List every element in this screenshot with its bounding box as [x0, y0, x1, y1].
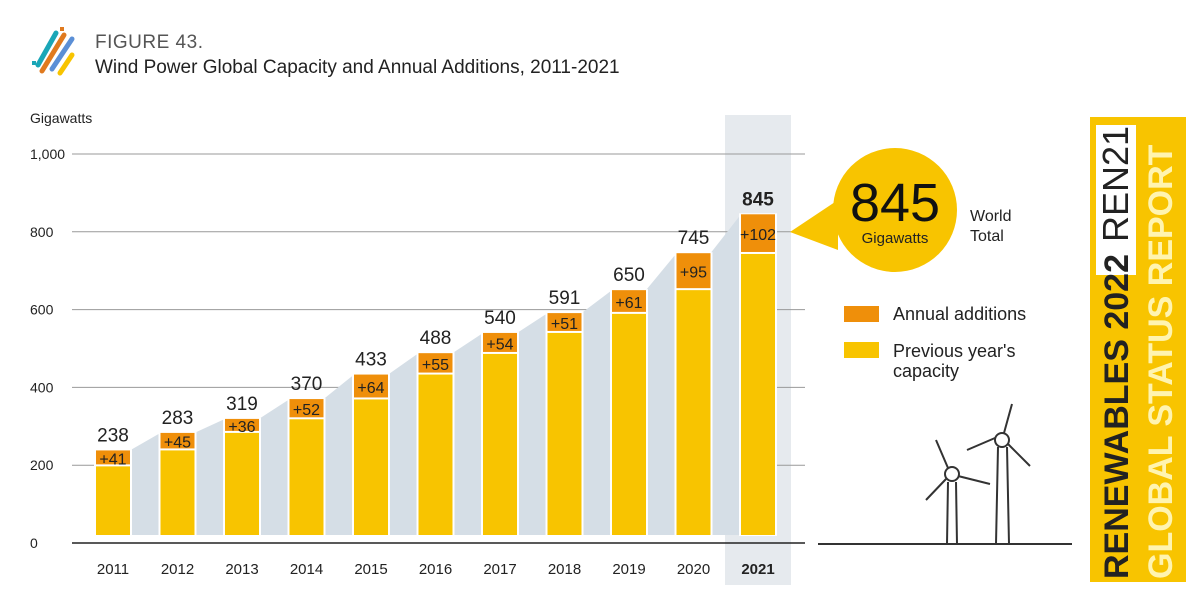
addition-label: +102 [740, 227, 776, 244]
callout-value: 845 [849, 173, 941, 233]
y-tick-label: 800 [30, 224, 54, 240]
ren21-logo-text: REN21 [1095, 125, 1136, 242]
x-tick-label: 2020 [677, 561, 710, 578]
total-label: 650 [613, 265, 645, 286]
banner-line1: RENEWABLES 2022 [1098, 254, 1136, 579]
bar-annual-addition [96, 450, 130, 465]
y-tick-label: 400 [30, 379, 54, 395]
banner-line2: GLOBAL STATUS REPORT [1142, 144, 1180, 579]
x-tick-label: 2015 [354, 561, 387, 578]
addition-label: +41 [99, 451, 126, 468]
y-tick-label: 1,000 [30, 146, 65, 162]
x-tick-label: 2012 [161, 561, 194, 578]
legend-swatch-previous [844, 342, 879, 358]
y-tick-label: 200 [30, 457, 54, 473]
bar-previous-capacity [225, 432, 259, 535]
bar-annual-addition [418, 353, 453, 373]
bar-annual-addition [225, 418, 259, 431]
y-tick-label: 0 [30, 535, 38, 551]
addition-label: +52 [293, 402, 320, 419]
bar-annual-addition [354, 374, 388, 398]
bar-annual-addition [483, 332, 517, 352]
legend-label-previous: Previous year's capacity [893, 341, 1015, 381]
total-label: 319 [226, 394, 258, 415]
caption-line1: World [970, 208, 1012, 225]
addition-label: +95 [680, 265, 707, 282]
addition-label: +51 [551, 316, 578, 333]
legend-swatch-additions [844, 306, 879, 322]
addition-label: +54 [486, 336, 513, 353]
legend-line2: capacity [893, 361, 960, 381]
total-label: 283 [162, 408, 194, 429]
report-banner: REN21 RENEWABLES 2022 GLOBAL STATUS REPO… [1090, 117, 1186, 582]
addition-label: +64 [357, 380, 384, 397]
legend-line1: Previous year's [893, 341, 1016, 361]
bar-annual-addition [612, 290, 646, 312]
total-label: 845 [742, 189, 774, 210]
addition-label: +36 [228, 419, 255, 436]
total-label: 591 [549, 288, 581, 309]
bar-annual-addition [160, 432, 195, 449]
x-tick-label: 2018 [548, 561, 581, 578]
bar-annual-addition [289, 399, 324, 418]
x-tick-label: 2013 [225, 561, 258, 578]
total-label: 745 [678, 228, 710, 249]
bar-previous-capacity [289, 419, 324, 535]
bar-annual-addition [741, 214, 775, 252]
bar-previous-capacity [160, 450, 195, 535]
figure-title: Wind Power Global Capacity and Annual Ad… [95, 57, 620, 78]
bar-annual-addition [676, 253, 711, 289]
bar-previous-capacity [612, 313, 646, 535]
total-label: 238 [97, 425, 129, 446]
bar-previous-capacity [741, 253, 775, 535]
total-label: 370 [291, 374, 323, 395]
total-label: 488 [420, 328, 452, 349]
figure-number: FIGURE 43. [95, 32, 204, 53]
y-axis-label: Gigawatts [30, 110, 93, 126]
x-tick-label: 2021 [741, 561, 774, 578]
total-label: 540 [484, 308, 516, 329]
bar-annual-addition [547, 313, 582, 331]
legend-label-additions: Annual additions [893, 304, 1027, 324]
addition-label: +61 [615, 295, 642, 312]
total-label: 433 [355, 350, 387, 371]
bar-previous-capacity [547, 332, 582, 535]
addition-label: +45 [164, 435, 191, 452]
x-tick-label: 2019 [612, 561, 645, 578]
bar-previous-capacity [354, 399, 388, 535]
ren21-logo-icon [32, 27, 75, 76]
x-tick-label: 2017 [483, 561, 516, 578]
x-tick-label: 2014 [290, 561, 323, 578]
callout-caption: World Total [970, 207, 1030, 247]
y-tick-label: 600 [30, 302, 54, 318]
bar-previous-capacity [418, 374, 453, 535]
x-tick-label: 2011 [97, 561, 129, 578]
ren21-logo-box [1096, 125, 1136, 275]
caption-line2: Total [970, 228, 1004, 245]
bar-previous-capacity [676, 290, 711, 535]
bar-previous-capacity [483, 353, 517, 535]
addition-label: +55 [422, 357, 449, 374]
x-tick-label: 2016 [419, 561, 452, 578]
bar-previous-capacity [96, 466, 130, 535]
callout-unit: Gigawatts [861, 230, 929, 247]
